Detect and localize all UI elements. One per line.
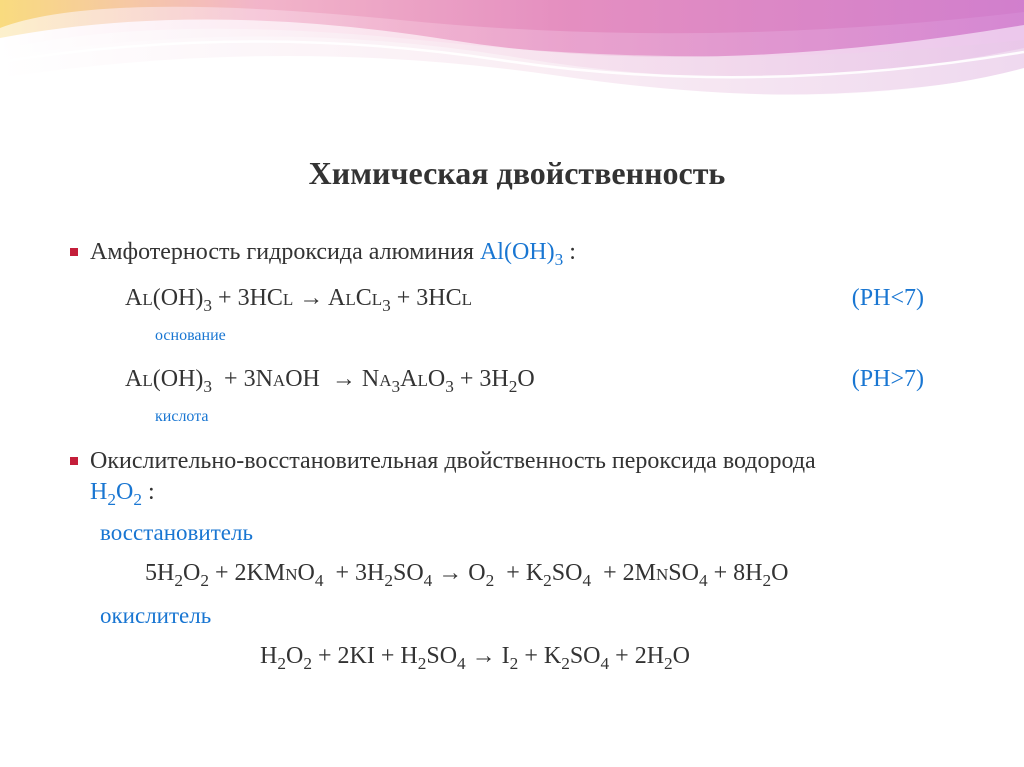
equation-2: Al(OH)3 + 3NaOH → Na3AlO3 + 3H2O (PH>7) xyxy=(125,361,964,397)
text-segment: Окислительно-восстановительная двойствен… xyxy=(90,448,816,474)
formula-base: Al(OH) xyxy=(480,239,555,265)
bullet-redox: Окислительно-восстановительная двойствен… xyxy=(70,446,964,508)
bullet-redox-text: Окислительно-восстановительная двойствен… xyxy=(90,446,816,508)
ph-indicator-2: (PH>7) xyxy=(852,361,924,397)
bullet-square-icon xyxy=(70,248,78,256)
formula-al-oh-3: Al(OH)3 xyxy=(480,239,563,265)
label-base: основание xyxy=(155,326,964,347)
label-acid: кислота xyxy=(155,407,964,428)
colon: : xyxy=(563,239,576,265)
equation-2-left: Al(OH)3 + 3NaOH → Na3AlO3 + 3H2O xyxy=(125,361,852,397)
slide-content: Химическая двойственность Амфотерность г… xyxy=(0,0,1024,725)
ph-indicator-1: (PH<7) xyxy=(852,280,924,316)
equation-1: Al(OH)3 + 3HCl → AlCl3 + 3HCl (PH<7) xyxy=(125,280,964,316)
colon: : xyxy=(142,479,155,505)
label-reducer: восстановитель xyxy=(100,520,964,546)
bullet-amphoteric-text: Амфотерность гидроксида алюминия Al(OH)3… xyxy=(90,237,576,268)
equation-3: 5H2O2 + 2KMnO4 + 3H2SO4 → O2 + K2SO4 + 2… xyxy=(145,554,964,592)
equation-4: H2O2 + 2KI + H2SO4 → I2 + K2SO4 + 2H2O xyxy=(260,637,964,675)
label-oxidizer: окислитель xyxy=(100,603,964,629)
slide-title: Химическая двойственность xyxy=(70,155,964,192)
formula-sub: 3 xyxy=(555,250,564,269)
formula-h2o2: H2O2 xyxy=(90,479,142,505)
bullet-square-icon xyxy=(70,457,78,465)
text-segment: Амфотерность гидроксида алюминия xyxy=(90,239,480,265)
bullet-amphoteric: Амфотерность гидроксида алюминия Al(OH)3… xyxy=(70,237,964,268)
equation-1-left: Al(OH)3 + 3HCl → AlCl3 + 3HCl xyxy=(125,280,852,316)
